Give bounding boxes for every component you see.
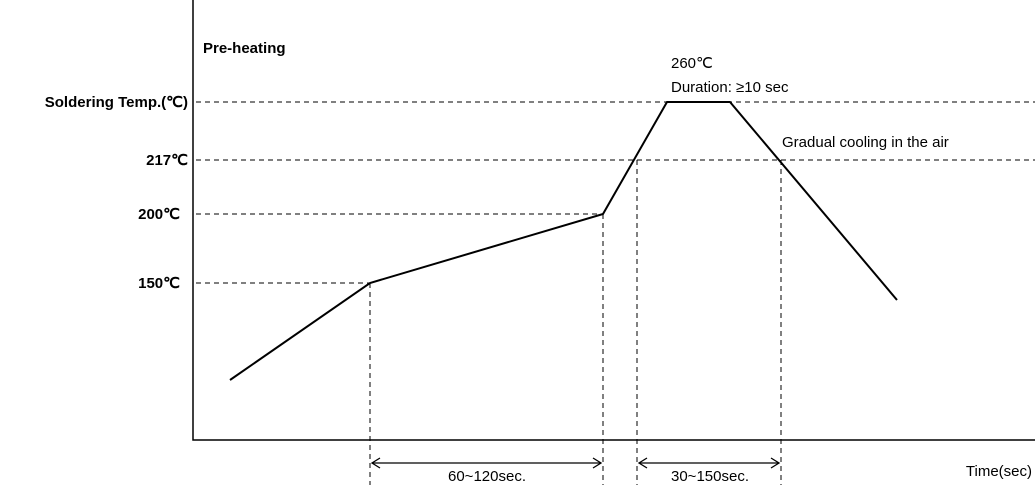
duration-label: Duration: ≥10 sec — [671, 79, 789, 96]
above-217-time-label: 30~150sec. — [671, 468, 749, 485]
temp-150-label: 150℃ — [138, 275, 180, 292]
chart-frame — [192, 0, 1035, 441]
time-axis-label: Time(sec) — [966, 463, 1032, 480]
temperature-profile-curve — [229, 101, 898, 381]
preheat-interval-arrow — [370, 457, 603, 469]
preheat-time-label: 60~120sec. — [448, 468, 526, 485]
soldering-temp-label: Soldering Temp.(℃) — [45, 94, 188, 111]
pre-heating-label: Pre-heating — [203, 40, 286, 57]
temp-200-label: 200℃ — [138, 206, 180, 223]
above-217-interval-arrow — [637, 457, 781, 469]
cooling-label: Gradual cooling in the air — [782, 134, 949, 151]
peak-temp-label: 260℃ — [671, 55, 713, 72]
temp-217-label: 217℃ — [146, 152, 188, 169]
